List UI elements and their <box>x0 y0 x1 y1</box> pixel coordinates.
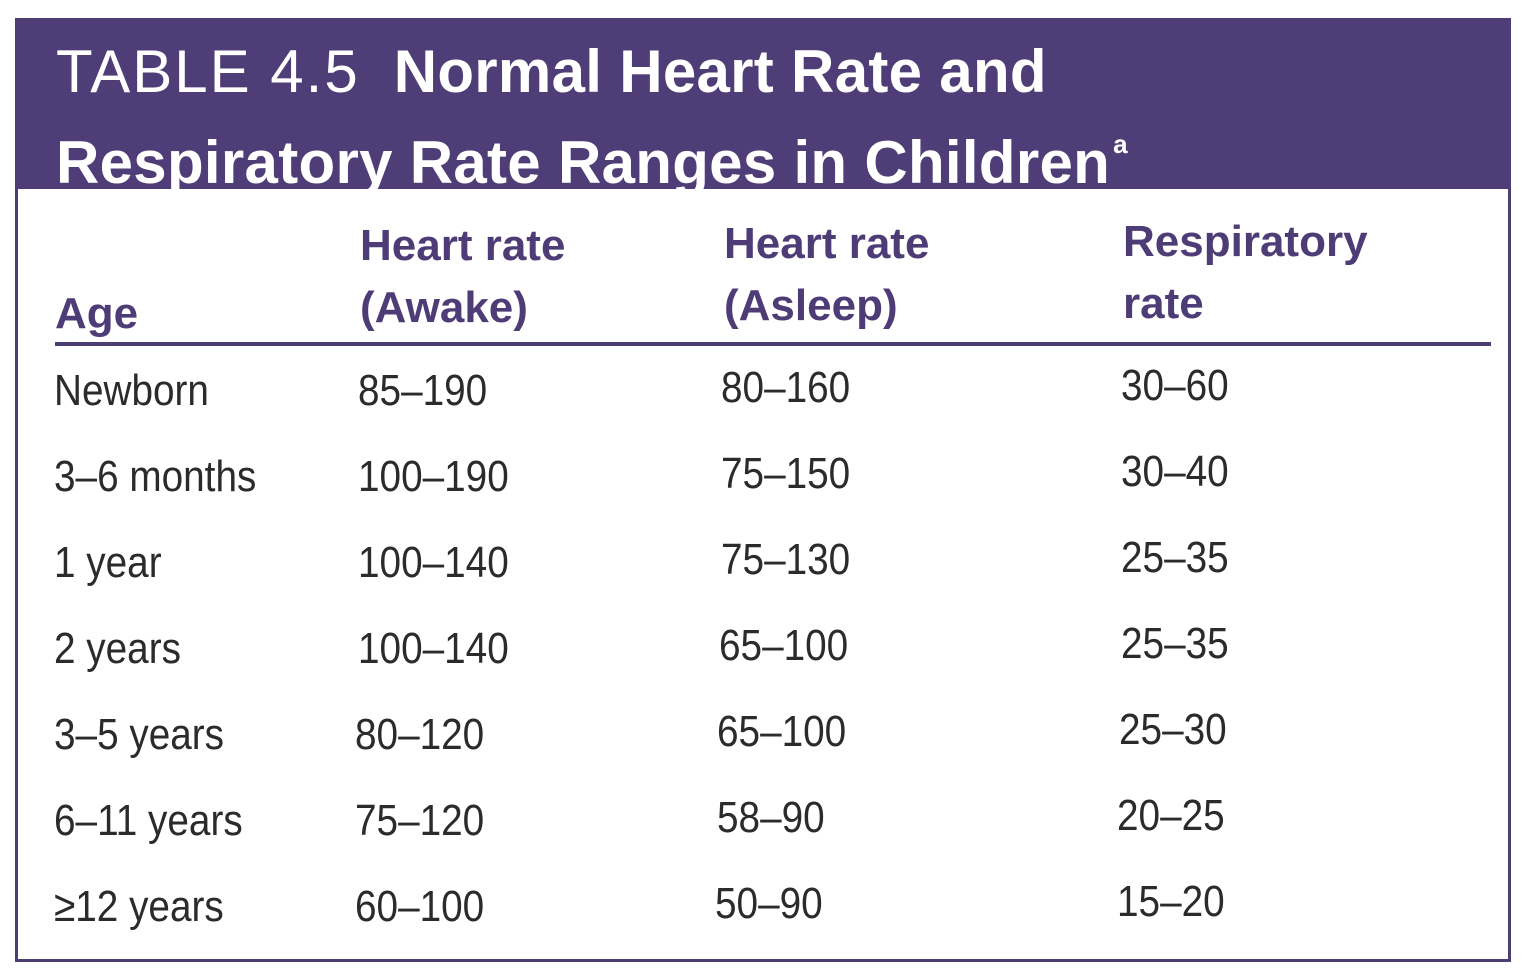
cell-respiratory-rate: 25–30 <box>1119 705 1227 754</box>
table-title-part-2: Respiratory Rate Ranges in Children <box>56 129 1111 196</box>
table-title-part-1: Normal Heart Rate and <box>393 38 1047 105</box>
column-heading-line-1: Heart rate <box>360 221 566 270</box>
column-heading-line-2: rate <box>1123 279 1204 328</box>
cell-heart-rate-awake: 60–100 <box>355 882 485 931</box>
table-frame: TABLE 4.5 Normal Heart Rate and Respirato… <box>15 18 1511 962</box>
cell-age: 2 years <box>54 624 181 673</box>
cell-respiratory-rate: 30–40 <box>1121 447 1229 496</box>
cell-respiratory-rate: 15–20 <box>1117 877 1225 926</box>
cell-age: ≥12 years <box>54 882 224 931</box>
column-heading-line-2: (Awake) <box>360 283 528 332</box>
cell-heart-rate-asleep: 75–130 <box>721 535 851 584</box>
cell-heart-rate-awake: 75–120 <box>355 796 485 845</box>
table-title-line-2: Respiratory Rate Ranges in Children a <box>56 109 1128 198</box>
cell-respiratory-rate: 25–35 <box>1121 619 1229 668</box>
footnote-marker: a <box>1113 129 1128 159</box>
cell-respiratory-rate: 30–60 <box>1121 361 1229 410</box>
cell-heart-rate-awake: 100–190 <box>358 452 509 501</box>
column-heading-age: Age <box>55 221 138 345</box>
cell-heart-rate-asleep: 75–150 <box>721 449 851 498</box>
cell-age: 3–5 years <box>54 710 225 759</box>
header-divider <box>55 342 1491 346</box>
column-heading-line-1: Respiratory <box>1123 217 1368 266</box>
column-heading-line-2: (Asleep) <box>724 281 898 330</box>
cell-heart-rate-asleep: 58–90 <box>717 793 825 842</box>
cell-heart-rate-asleep: 65–100 <box>717 707 847 756</box>
table-header-banner: TABLE 4.5 Normal Heart Rate and Respirato… <box>18 21 1508 196</box>
column-heading-heart-rate-asleep: Heart rate (Asleep) <box>724 213 929 337</box>
column-heading-line-1: Heart rate <box>724 219 930 268</box>
cell-heart-rate-asleep: 65–100 <box>719 621 849 670</box>
table-number: TABLE 4.5 <box>56 38 360 105</box>
column-heading-line-2: Age <box>55 289 139 338</box>
cell-age: 3–6 months <box>54 452 257 501</box>
cell-respiratory-rate: 20–25 <box>1117 791 1225 840</box>
cell-heart-rate-awake: 80–120 <box>355 710 485 759</box>
cell-heart-rate-awake: 100–140 <box>358 538 509 587</box>
cell-age: Newborn <box>54 366 209 415</box>
column-heading-line-1 <box>55 221 138 283</box>
cell-respiratory-rate: 25–35 <box>1121 533 1229 582</box>
column-heading-respiratory-rate: Respiratory rate <box>1123 211 1368 335</box>
column-heading-heart-rate-awake: Heart rate (Awake) <box>360 215 565 339</box>
cell-heart-rate-awake: 100–140 <box>358 624 509 673</box>
cell-age: 6–11 years <box>54 796 243 845</box>
cell-heart-rate-asleep: 50–90 <box>715 879 823 928</box>
cell-heart-rate-asleep: 80–160 <box>721 363 851 412</box>
cell-heart-rate-awake: 85–190 <box>358 366 488 415</box>
cell-age: 1 year <box>54 538 162 587</box>
table-title-line-1: TABLE 4.5 Normal Heart Rate and <box>56 37 1047 107</box>
